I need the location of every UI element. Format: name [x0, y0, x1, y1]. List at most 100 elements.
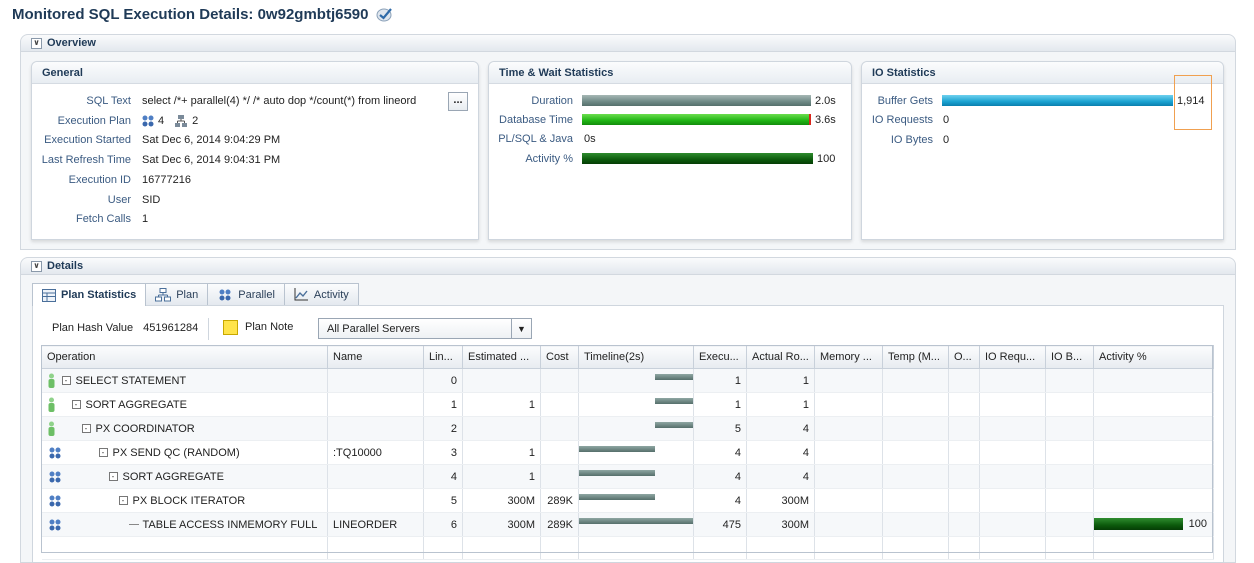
user-row: User SID [31, 192, 161, 208]
col-o[interactable]: O... [948, 345, 980, 369]
cell-o [948, 488, 980, 513]
plan-note-link[interactable]: Plan Note [223, 318, 293, 336]
cell-io-bytes [1045, 488, 1094, 513]
execution-id-label: Execution ID [68, 174, 131, 186]
cell-io-bytes [1045, 440, 1094, 465]
cell-io-bytes [1045, 464, 1094, 489]
empty-cell [462, 536, 541, 560]
activity-row: Activity % [488, 151, 573, 167]
expand-toggle-icon[interactable]: - [108, 472, 118, 481]
database-time-value: 3.6s [815, 114, 836, 126]
cell-temp [882, 488, 949, 513]
details-label: Details [47, 260, 84, 272]
cell-io-requests [979, 512, 1046, 537]
database-time-label: Database Time [499, 114, 573, 126]
plsql-java-value: 0s [584, 133, 596, 145]
plsql-java-row: PL/SQL & Java 0s [488, 131, 596, 147]
table-header-row: Operation Name Lin... Estimated ... Cost… [41, 345, 1214, 369]
verified-check-icon[interactable] [376, 6, 394, 22]
server-filter-select[interactable]: All Parallel Servers ▼ [318, 318, 532, 339]
cell-activity [1093, 464, 1214, 489]
cell-name [327, 416, 424, 441]
details-section-header[interactable]: ∨ Details [20, 257, 1236, 275]
tab-parallel[interactable]: Parallel [207, 283, 285, 305]
execution-id-value: 16777216 [142, 174, 191, 186]
dropdown-arrow-icon[interactable]: ▼ [511, 319, 531, 338]
page-title: Monitored SQL Execution Details: 0w92gmb… [12, 5, 394, 23]
cell-executions: 4 [693, 440, 747, 465]
overview-section-header[interactable]: ∨ Overview [20, 34, 1236, 52]
collapse-icon[interactable]: ∨ [31, 37, 42, 49]
expand-toggle-icon[interactable]: - [71, 400, 81, 409]
cell-cost: 289K [540, 512, 579, 537]
collapse-icon[interactable]: ∨ [31, 260, 42, 272]
tab-plan-statistics[interactable]: Plan Statistics [32, 283, 147, 306]
col-actual-rows[interactable]: Actual Ro... [746, 345, 815, 369]
col-line[interactable]: Lin... [423, 345, 463, 369]
cell-actual-rows: 4 [746, 464, 815, 489]
operation-text: PX BLOCK ITERATOR [132, 494, 246, 507]
coordinator-icon [48, 373, 54, 388]
parallel-servers-icon [142, 115, 154, 127]
col-estimated[interactable]: Estimated ... [462, 345, 541, 369]
sql-text-more-button[interactable]: ... [448, 92, 468, 111]
cell-io-requests [979, 416, 1046, 441]
cell-o [948, 368, 980, 393]
parallel-servers-icon [49, 495, 60, 506]
io-panel: IO Statistics [861, 61, 1224, 240]
last-refresh-row: Last Refresh Time Sat Dec 6, 2014 9:04:3… [31, 152, 280, 168]
table-row[interactable]: - SELECT STATEMENT 0 1 1 [41, 368, 1214, 393]
table-row[interactable]: - PX SEND QC (RANDOM):TQ10000 3 1 4 4 [41, 440, 1214, 465]
col-activity[interactable]: Activity % [1093, 345, 1214, 369]
cell-io-requests [979, 440, 1046, 465]
col-memory[interactable]: Memory ... [814, 345, 883, 369]
cell-timeline [578, 488, 694, 513]
expand-toggle-icon[interactable]: - [81, 424, 91, 433]
table-row[interactable]: - SORT AGGREGATE 1 1 1 1 [41, 392, 1214, 417]
table-row[interactable]: TABLE ACCESS INMEMORY FULL LINEORDER 6 300M… [41, 512, 1214, 537]
cell-timeline [578, 464, 694, 489]
table-row[interactable]: - PX BLOCK ITERATOR 5 300M 289K 4 300M [41, 488, 1214, 513]
tab-parallel-label: Parallel [238, 288, 275, 301]
col-io-requests[interactable]: IO Requ... [979, 345, 1046, 369]
plan-tree-icon [155, 287, 172, 301]
timeline-bar [579, 446, 656, 452]
table-row[interactable]: - PX COORDINATOR 2 5 4 [41, 416, 1214, 441]
col-temp[interactable]: Temp (M... [882, 345, 949, 369]
empty-cell [814, 536, 883, 560]
tab-activity-label: Activity [313, 288, 349, 301]
operation-text: SORT AGGREGATE [85, 398, 187, 411]
io-bytes-label: IO Bytes [890, 134, 933, 146]
io-requests-row: IO Requests 0 [861, 112, 949, 128]
empty-cell [1093, 536, 1214, 560]
expand-toggle-icon[interactable]: - [98, 448, 108, 457]
col-executions[interactable]: Execu... [693, 345, 747, 369]
cell-actual-rows: 4 [746, 416, 815, 441]
cell-actual-rows: 300M [746, 488, 815, 513]
plan-servers-count: 4 [158, 115, 165, 127]
cell-temp [882, 464, 949, 489]
col-timeline[interactable]: Timeline(2s) [578, 345, 694, 369]
plan-statistics-table: Operation Name Lin... Estimated ... Cost… [41, 345, 1214, 560]
cell-memory [814, 368, 883, 393]
parallel-servers-icon [49, 447, 60, 458]
io-requests-label: IO Requests [871, 114, 933, 126]
buffer-gets-bar [942, 95, 1173, 106]
cell-name [327, 392, 424, 417]
tab-plan[interactable]: Plan [145, 283, 209, 305]
col-cost[interactable]: Cost [540, 345, 579, 369]
buffer-gets-value: 1,914 [1177, 95, 1205, 107]
toolbar-divider [208, 318, 209, 340]
tab-activity[interactable]: Activity [283, 283, 359, 305]
table-row[interactable]: - SORT AGGREGATE 4 1 4 4 [41, 464, 1214, 489]
tab-plan-statistics-label: Plan Statistics [61, 289, 137, 301]
duration-value: 2.0s [815, 95, 836, 107]
expand-toggle-icon[interactable]: - [118, 496, 128, 505]
col-name[interactable]: Name [327, 345, 424, 369]
cell-estimated: 1 [462, 392, 541, 417]
general-panel: General [31, 61, 479, 240]
expand-toggle-icon[interactable]: - [61, 376, 71, 385]
timeline-bar [655, 398, 693, 404]
col-operation[interactable]: Operation [41, 345, 328, 369]
col-io-bytes[interactable]: IO B... [1045, 345, 1094, 369]
